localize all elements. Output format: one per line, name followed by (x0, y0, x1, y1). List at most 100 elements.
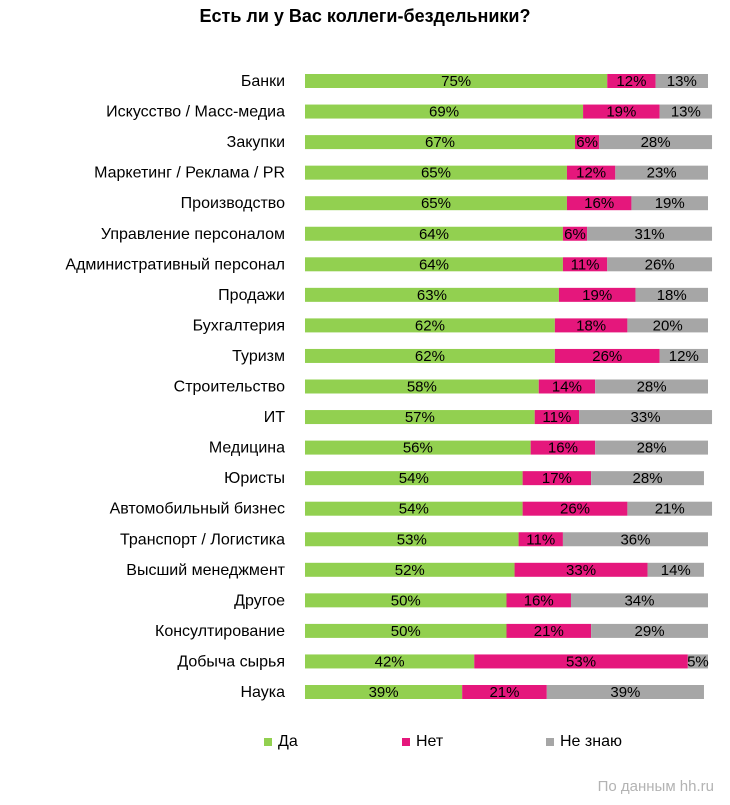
legend-item-dont-know: Не знаю (546, 733, 622, 751)
bar-yes (305, 104, 584, 119)
bar-yes (305, 440, 531, 455)
data-label-dont-know: 20% (653, 317, 683, 334)
bar-yes (305, 318, 555, 333)
data-label-yes: 39% (369, 684, 399, 701)
data-label-dont-know: 18% (657, 287, 687, 304)
data-label-dont-know: 21% (655, 501, 685, 518)
bar-yes (305, 379, 539, 394)
category-label: Маркетинг / Реклама / PR (94, 165, 285, 182)
bar-yes (305, 410, 535, 425)
bar-dont-know (659, 348, 708, 363)
data-label-yes: 52% (395, 562, 425, 579)
category-label: Другое (234, 592, 285, 609)
data-label-no: 14% (552, 379, 582, 396)
bar-yes (305, 654, 475, 669)
source-note: По данным hh.ru (597, 778, 714, 795)
bar-dont-know (627, 318, 708, 333)
legend-swatch-dont-know (546, 738, 554, 746)
bar-yes (305, 257, 563, 272)
data-label-yes: 63% (417, 287, 447, 304)
data-label-dont-know: 13% (667, 73, 697, 90)
legend-item-yes: Да (264, 733, 298, 751)
data-label-yes: 54% (399, 470, 429, 487)
legend: Да Нет Не знаю (0, 733, 730, 757)
bar-no (506, 593, 571, 608)
data-label-yes: 50% (391, 623, 421, 640)
data-label-yes: 64% (419, 226, 449, 243)
chart-title: Есть ли у Вас коллеги-бездельники? (199, 6, 531, 26)
data-label-no: 53% (566, 653, 596, 670)
bar-dont-know (647, 562, 704, 577)
bar-yes (305, 348, 555, 363)
bar-no (575, 135, 600, 150)
chart-plot: Банки 75% 12% 13% Искусство / Масс-медиа 69% 1… (65, 73, 713, 701)
category-label: Банки (241, 73, 285, 90)
bar-dont-know (635, 287, 708, 302)
category-label: Строительство (174, 379, 285, 396)
bar-no (514, 562, 648, 577)
category-label: Искусство / Масс-медиа (106, 104, 285, 121)
data-label-no: 26% (560, 501, 590, 518)
category-label: Медицина (209, 440, 285, 457)
category-label: Производство (181, 195, 285, 212)
bar-yes (305, 165, 567, 180)
data-label-no: 17% (542, 470, 572, 487)
bar-yes (305, 74, 608, 88)
bar-yes (305, 685, 463, 699)
data-label-no: 26% (592, 348, 622, 365)
bar-dont-know (546, 685, 704, 699)
bar-no (534, 410, 580, 425)
data-label-yes: 67% (425, 134, 455, 151)
bar-no (607, 74, 656, 88)
bar-no (474, 654, 688, 669)
category-label: Бухгалтерия (193, 317, 285, 334)
data-label-yes: 56% (403, 440, 433, 457)
legend-swatch-yes (264, 738, 272, 746)
bar-dont-know (595, 379, 708, 394)
bar-no (583, 104, 660, 119)
data-label-yes: 54% (399, 501, 429, 518)
data-label-no: 16% (524, 592, 554, 609)
category-label: Продажи (218, 287, 285, 304)
data-label-no: 18% (576, 317, 606, 334)
bar-yes (305, 501, 523, 516)
bar-no (518, 532, 563, 547)
bar-dont-know (655, 74, 708, 88)
bar-dont-know (687, 654, 708, 669)
bar-dont-know (579, 410, 713, 425)
data-label-dont-know: 31% (635, 226, 665, 243)
data-label-dont-know: 14% (661, 562, 691, 579)
category-label: Административный персонал (65, 256, 285, 273)
legend-label-dont-know: Не знаю (560, 733, 622, 750)
data-label-no: 6% (564, 226, 586, 243)
data-label-yes: 65% (421, 195, 451, 212)
bar-no (566, 165, 616, 180)
bar-no (562, 257, 608, 272)
data-label-dont-know: 33% (631, 409, 661, 426)
data-label-yes: 57% (405, 409, 435, 426)
data-label-yes: 50% (391, 592, 421, 609)
legend-swatch-no (402, 738, 410, 746)
category-label: Юристы (224, 470, 285, 487)
category-label: Управление персоналом (101, 226, 285, 243)
bar-no (522, 471, 592, 486)
category-label: Туризм (232, 348, 285, 365)
bar-dont-know (562, 532, 708, 547)
data-label-dont-know: 26% (645, 256, 675, 273)
bar-yes (305, 623, 507, 638)
legend-item-no: Нет (402, 733, 443, 751)
data-label-yes: 53% (397, 531, 427, 548)
data-label-dont-know: 39% (610, 684, 640, 701)
legend-label-yes: Да (278, 733, 298, 750)
data-label-yes: 58% (407, 379, 437, 396)
data-label-no: 11% (571, 256, 600, 273)
category-label: Высший менеджмент (126, 562, 285, 579)
bar-yes (305, 226, 563, 241)
data-label-no: 12% (576, 165, 606, 182)
category-label: Наука (240, 684, 285, 701)
data-label-no: 16% (584, 195, 614, 212)
data-label-dont-know: 28% (637, 440, 667, 457)
data-label-no: 19% (606, 104, 636, 121)
data-label-no: 16% (548, 440, 578, 457)
category-label: Автомобильный бизнес (110, 501, 285, 518)
